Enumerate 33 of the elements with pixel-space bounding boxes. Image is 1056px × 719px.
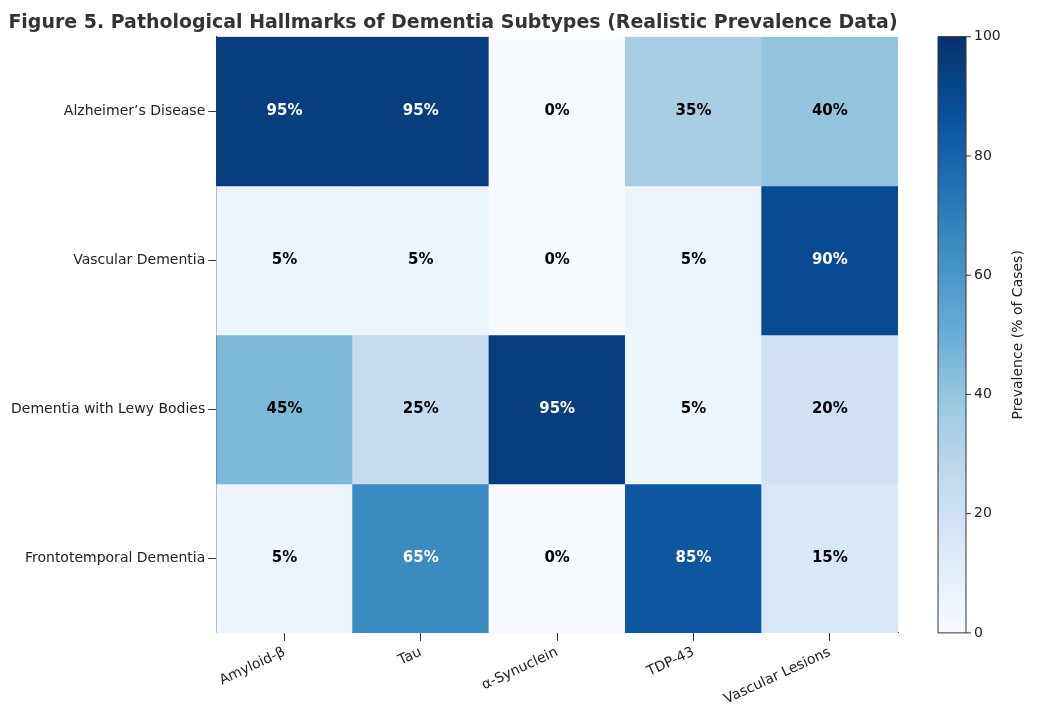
data-label: 90% xyxy=(811,250,848,269)
data-label: 35% xyxy=(675,101,712,120)
data-label: 95% xyxy=(402,101,439,120)
y-tick-label: Frontotemporal Dementia xyxy=(24,549,206,566)
data-label: 0% xyxy=(544,250,570,269)
color-bar-label: 80 xyxy=(974,146,992,163)
data-label: 65% xyxy=(402,548,439,567)
data-label: 95% xyxy=(539,399,576,418)
data-label: 25% xyxy=(402,399,439,418)
data-label: 5% xyxy=(680,399,707,418)
data-label: 45% xyxy=(266,399,303,418)
chart-title: Figure 5. Pathological Hallmarks of Dementia Subtypes (Realistic Prevalence Data) xyxy=(8,10,898,33)
y-tick-label: Alzheimer’s Disease xyxy=(63,101,206,118)
data-label: 20% xyxy=(811,399,848,418)
data-label: 15% xyxy=(811,548,848,567)
data-label: 5% xyxy=(408,250,434,269)
color-bar-label: 0 xyxy=(974,623,983,640)
data-label: 0% xyxy=(544,101,570,120)
data-label: 5% xyxy=(271,548,298,567)
color-bar-label: 40 xyxy=(974,385,992,402)
color-bar-label: 100 xyxy=(974,27,1001,44)
color-bar-title: Prevalence (% of Cases) xyxy=(1008,250,1025,420)
data-label: 5% xyxy=(271,250,298,269)
color-bar-label: 20 xyxy=(974,504,992,521)
color-bar-label: 60 xyxy=(974,265,992,282)
y-tick-label: Dementia with Lewy Bodies xyxy=(10,399,206,416)
data-label: 85% xyxy=(675,548,712,567)
data-label: 5% xyxy=(680,250,707,269)
y-tick-label: Vascular Dementia xyxy=(73,250,206,267)
x-tick-label: Tau xyxy=(394,643,424,668)
data-label: 0% xyxy=(544,548,570,567)
data-label: 95% xyxy=(266,101,303,120)
data-label: 40% xyxy=(811,101,848,120)
